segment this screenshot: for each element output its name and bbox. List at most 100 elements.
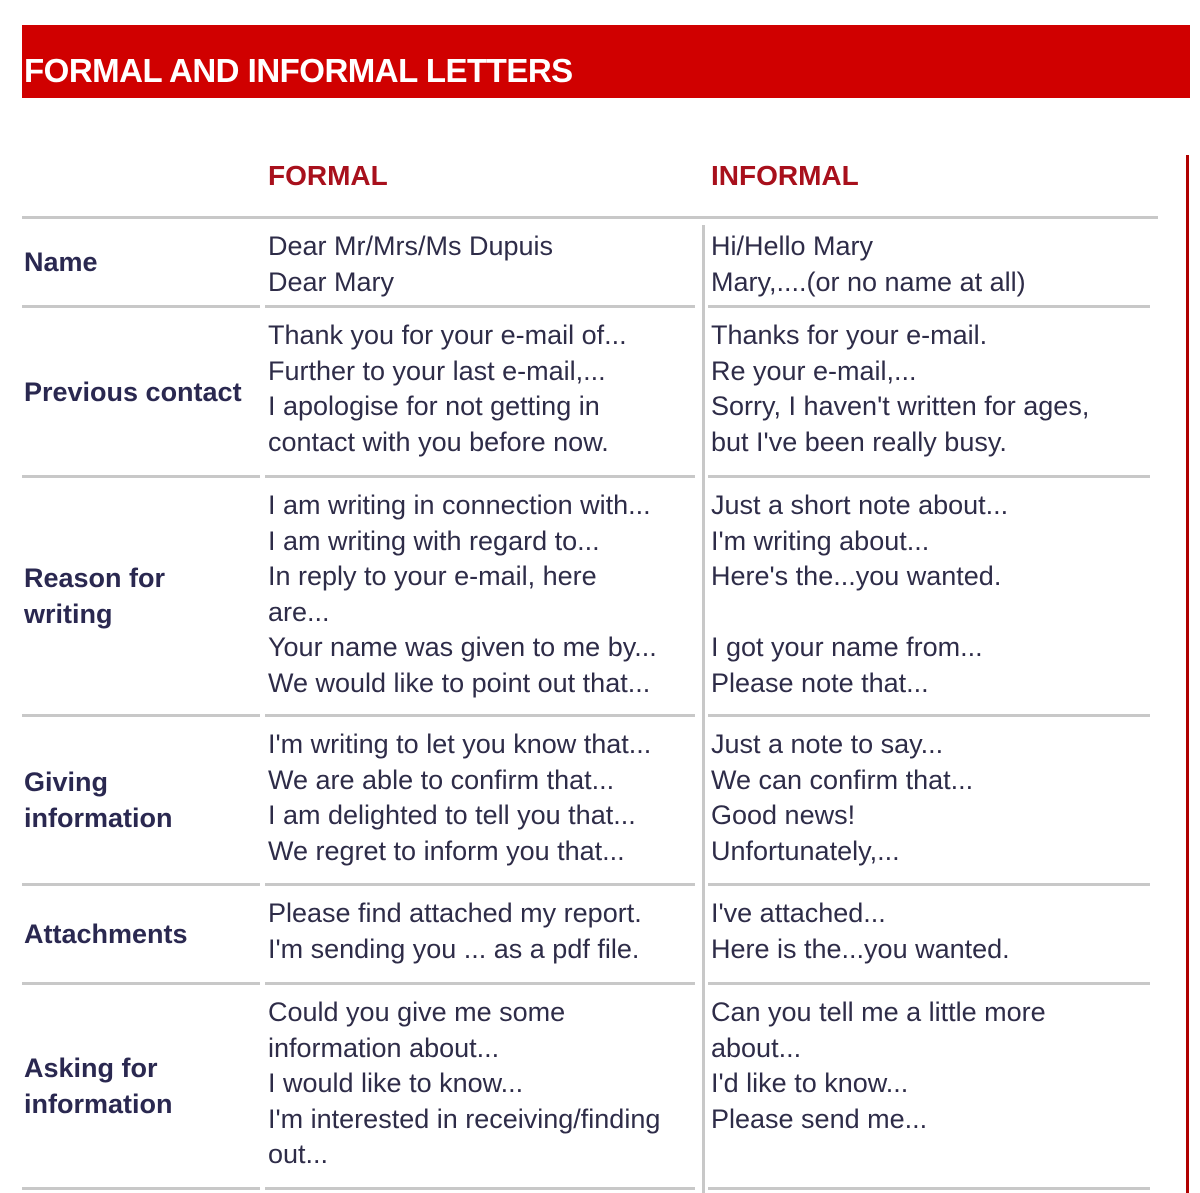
- row-label: Attachments: [24, 886, 254, 982]
- phrase: Further to your last e-mail,...: [268, 355, 606, 386]
- phrase: I'm writing to let you know that...: [268, 729, 652, 759]
- informal-phrases: Just a short note about... I'm writing ab…: [711, 488, 1008, 702]
- row-label-text: Asking for information: [24, 1053, 173, 1119]
- table-row: Asking for information Could you give me …: [0, 985, 1200, 1190]
- phrase: Sorry, I haven't written for ages,: [711, 391, 1090, 422]
- phrase: Could you give me some: [268, 997, 566, 1027]
- phrase: Good news!: [711, 800, 856, 831]
- phrase: Dear Mr/Mrs/Ms Dupuis: [268, 231, 554, 261]
- informal-phrases: Just a note to say... We can confirm that…: [711, 727, 973, 869]
- phrase: I am delighted to tell you that...: [268, 800, 636, 831]
- table-row: Reason for writing I am writing in connec…: [0, 478, 1200, 717]
- phrase: Here is the...you wanted.: [711, 933, 1010, 964]
- row-label-text: Attachments: [24, 919, 188, 949]
- phrase: I've attached...: [711, 898, 886, 928]
- row-divider: [708, 305, 1150, 308]
- formal-phrases: Please find attached my report. I'm sendi…: [268, 896, 642, 967]
- formal-phrases: I am writing in connection with... I am w…: [268, 488, 657, 702]
- phrase: I apologise for not getting in: [268, 391, 600, 422]
- informal-phrases: I've attached... Here is the...you wanted…: [711, 896, 1010, 967]
- informal-phrases: Thanks for your e-mail. Re your e-mail,..…: [711, 318, 1089, 460]
- phrase: We regret to inform you that...: [268, 835, 625, 866]
- phrase: Thanks for your e-mail.: [711, 320, 988, 350]
- row-label: Asking for information: [24, 985, 254, 1187]
- table-row: Giving information I'm writing to let you…: [0, 717, 1200, 886]
- phrase: Can you tell me a little more: [711, 997, 1046, 1027]
- phrase: We are able to confirm that...: [268, 764, 615, 795]
- phrase: We can confirm that...: [711, 764, 974, 795]
- phrase: Your name was given to me by...: [268, 632, 657, 663]
- phrase: I'm writing about...: [711, 525, 930, 556]
- row-label: Reason for writing: [24, 478, 254, 714]
- header-informal: INFORMAL: [711, 160, 859, 191]
- phrase: Mary,....(or no name at all): [711, 266, 1026, 297]
- row-label-text: Reason for writing: [24, 563, 166, 629]
- row-divider: [708, 714, 1150, 717]
- row-divider: [22, 883, 260, 886]
- phrase: about...: [711, 1032, 802, 1063]
- row-label: Name: [24, 219, 254, 305]
- phrase: I am writing in connection with...: [268, 490, 651, 520]
- phrase: Here's the...you wanted.: [711, 561, 1002, 592]
- phrase: I'd like to know...: [711, 1068, 909, 1099]
- phrase: In reply to your e-mail, here: [268, 561, 597, 592]
- page-border: [1186, 155, 1189, 1193]
- phrase: Dear Mary: [268, 266, 395, 297]
- row-divider: [265, 883, 695, 886]
- phrase: I'm sending you ... as a pdf file.: [268, 933, 640, 964]
- phrase: Re your e-mail,...: [711, 355, 917, 386]
- phrase: information about...: [268, 1032, 500, 1063]
- row-divider: [708, 982, 1150, 985]
- row-divider: [265, 475, 695, 478]
- title-banner: FORMAL AND INFORMAL LETTERS: [22, 25, 1190, 98]
- header-divider: [22, 216, 1158, 219]
- page-title: FORMAL AND INFORMAL LETTERS: [24, 52, 573, 89]
- row-divider: [265, 305, 695, 308]
- phrase: Thank you for your e-mail of...: [268, 320, 627, 350]
- row-label: Giving information: [24, 717, 254, 883]
- phrase: I got your name from...: [711, 632, 983, 663]
- phrase: Hi/Hello Mary: [711, 231, 874, 261]
- phrase: I would like to know...: [268, 1068, 524, 1099]
- row-divider: [22, 714, 260, 717]
- phrase: Unfortunately,...: [711, 835, 900, 866]
- phrase: Please send me...: [711, 1103, 928, 1134]
- row-label-text: Giving information: [24, 767, 173, 833]
- row-divider: [22, 982, 260, 985]
- phrase: contact with you before now.: [268, 426, 609, 457]
- phrase: Just a note to say...: [711, 729, 944, 759]
- formal-phrases: Could you give me some information about.…: [268, 995, 660, 1173]
- phrase: [711, 595, 1008, 631]
- row-divider: [708, 883, 1150, 886]
- formal-phrases: Thank you for your e-mail of... Further t…: [268, 318, 627, 460]
- row-label-text: Name: [24, 247, 98, 277]
- phrase: Just a short note about...: [711, 490, 1009, 520]
- informal-phrases: Hi/Hello Mary Mary,....(or no name at all…: [711, 229, 1026, 300]
- phrase: We would like to point out that...: [268, 667, 651, 698]
- row-divider: [22, 1187, 260, 1190]
- header-formal: FORMAL: [268, 160, 388, 191]
- row-divider: [265, 1187, 695, 1190]
- phrase: Please note that...: [711, 667, 929, 698]
- phrase: are...: [268, 596, 330, 627]
- table-row: Previous contact Thank you for your e-mai…: [0, 308, 1200, 478]
- row-label: Previous contact: [24, 308, 254, 475]
- row-divider: [265, 714, 695, 717]
- phrase: out...: [268, 1139, 329, 1170]
- row-divider: [22, 475, 260, 478]
- row-label-text: Previous contact: [24, 376, 242, 407]
- formal-phrases: I'm writing to let you know that... We ar…: [268, 727, 651, 869]
- table-row: Name Dear Mr/Mrs/Ms Dupuis Dear Mary Hi/Hel…: [0, 219, 1200, 308]
- phrase: I'm interested in receiving/finding: [268, 1103, 661, 1134]
- row-divider: [708, 1187, 1150, 1190]
- column-divider: [702, 225, 705, 1193]
- phrase: I am writing with regard to...: [268, 525, 600, 556]
- row-divider: [708, 475, 1150, 478]
- row-divider: [265, 982, 695, 985]
- phrase: but I've been really busy.: [711, 426, 1007, 457]
- formal-phrases: Dear Mr/Mrs/Ms Dupuis Dear Mary: [268, 229, 553, 300]
- phrase: Please find attached my report.: [268, 898, 642, 928]
- table-row: Attachments Please find attached my repor…: [0, 886, 1200, 985]
- row-divider: [22, 305, 260, 308]
- informal-phrases: Can you tell me a little more about... I'd…: [711, 995, 1046, 1137]
